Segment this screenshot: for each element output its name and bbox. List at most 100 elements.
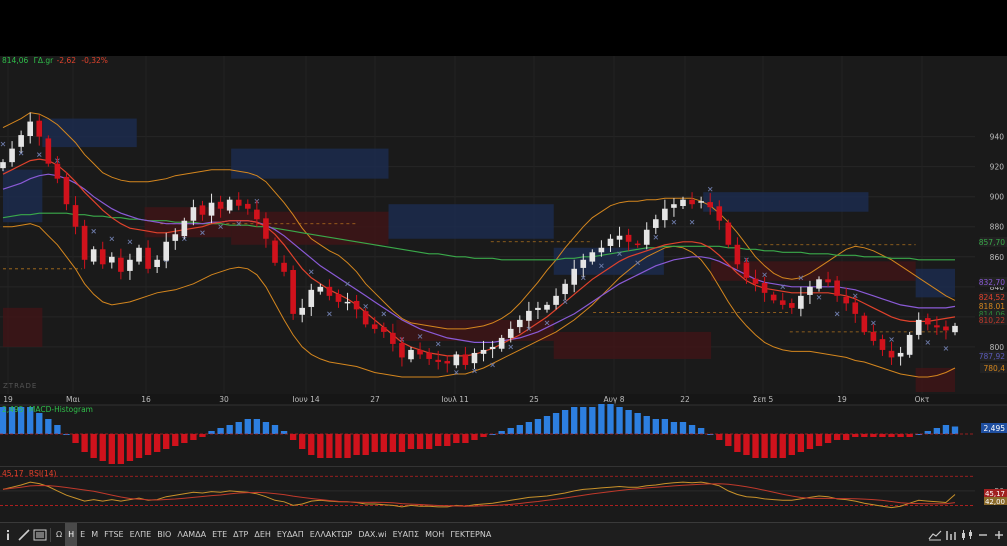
candle[interactable] bbox=[834, 276, 840, 302]
candle[interactable] bbox=[308, 283, 315, 316]
candle[interactable] bbox=[498, 334, 505, 352]
candle[interactable] bbox=[825, 271, 831, 287]
candle[interactable] bbox=[535, 301, 541, 319]
candle[interactable] bbox=[689, 192, 695, 209]
candle[interactable] bbox=[45, 135, 52, 167]
candle[interactable] bbox=[707, 193, 714, 215]
candle[interactable] bbox=[0, 159, 6, 172]
bar-chart-icon[interactable] bbox=[943, 523, 959, 546]
candle[interactable] bbox=[136, 244, 142, 265]
candle[interactable] bbox=[471, 348, 478, 370]
candle[interactable] bbox=[72, 196, 79, 235]
draw-line-icon[interactable] bbox=[16, 523, 32, 546]
candle[interactable] bbox=[924, 313, 931, 331]
candle[interactable] bbox=[444, 355, 451, 373]
candle[interactable] bbox=[399, 337, 405, 367]
candle[interactable] bbox=[516, 315, 523, 334]
candle[interactable] bbox=[299, 298, 306, 323]
candle[interactable] bbox=[752, 269, 759, 292]
candle[interactable] bbox=[272, 237, 278, 266]
candle[interactable] bbox=[680, 196, 686, 210]
candle-chart-icon[interactable] bbox=[959, 523, 975, 546]
candle[interactable] bbox=[580, 253, 587, 277]
candle[interactable] bbox=[861, 312, 868, 335]
candle[interactable] bbox=[208, 193, 215, 224]
candle[interactable] bbox=[897, 346, 904, 366]
minus-icon[interactable] bbox=[975, 523, 991, 546]
candle[interactable] bbox=[489, 340, 496, 359]
candle[interactable] bbox=[607, 234, 614, 252]
toolbar-symbol[interactable]: ΕΤΕ bbox=[212, 530, 228, 539]
candle[interactable] bbox=[63, 172, 70, 211]
toolbar-symbol[interactable]: Ω bbox=[56, 530, 63, 539]
candle[interactable] bbox=[18, 130, 24, 153]
candle[interactable] bbox=[353, 294, 360, 319]
candle[interactable] bbox=[181, 217, 188, 240]
info-icon[interactable] bbox=[0, 523, 16, 546]
candle[interactable] bbox=[163, 232, 170, 269]
candle[interactable] bbox=[870, 324, 877, 346]
toolbar-symbol[interactable]: ΕΛΛΑΚΤΩΡ bbox=[309, 530, 353, 539]
candle[interactable] bbox=[435, 350, 442, 370]
toolbar-symbol[interactable]: Η bbox=[65, 523, 78, 546]
candle[interactable] bbox=[625, 228, 632, 251]
candle[interactable] bbox=[217, 195, 224, 218]
candle[interactable] bbox=[562, 279, 568, 301]
candle[interactable] bbox=[326, 279, 333, 301]
toolbar-symbol[interactable]: DAX.wi bbox=[358, 530, 387, 539]
candle[interactable] bbox=[263, 212, 269, 248]
candle[interactable] bbox=[480, 340, 487, 362]
candle[interactable] bbox=[27, 112, 34, 144]
candle[interactable] bbox=[190, 199, 197, 226]
candle[interactable] bbox=[235, 192, 242, 211]
candle[interactable] bbox=[906, 331, 913, 358]
candle[interactable] bbox=[843, 287, 850, 311]
toolbar-symbol[interactable]: ΔΕΗ bbox=[254, 530, 271, 539]
candle[interactable] bbox=[915, 312, 922, 340]
candle[interactable] bbox=[453, 351, 460, 369]
toolbar-symbol[interactable]: Μ bbox=[91, 530, 99, 539]
candle[interactable] bbox=[553, 288, 559, 310]
candle[interactable] bbox=[108, 252, 115, 269]
toolbar-symbol[interactable]: Ε bbox=[80, 530, 86, 539]
toolbar-symbol[interactable]: ΕΥΔΑΠ bbox=[276, 530, 304, 539]
candle[interactable] bbox=[798, 286, 804, 317]
rsi-panel[interactable] bbox=[0, 467, 1007, 522]
candle[interactable] bbox=[770, 291, 777, 304]
candle[interactable] bbox=[725, 219, 732, 248]
candle[interactable] bbox=[643, 222, 650, 250]
candle[interactable] bbox=[462, 346, 469, 370]
candle[interactable] bbox=[145, 240, 151, 274]
candle[interactable] bbox=[344, 292, 351, 311]
candle[interactable] bbox=[779, 292, 786, 310]
candle[interactable] bbox=[652, 214, 659, 234]
candle[interactable] bbox=[743, 257, 750, 284]
candle[interactable] bbox=[934, 316, 940, 335]
candle[interactable] bbox=[317, 283, 324, 295]
chart-type-icon[interactable] bbox=[927, 523, 943, 546]
candle[interactable] bbox=[888, 341, 895, 365]
candle[interactable] bbox=[417, 342, 423, 359]
candle[interactable] bbox=[362, 308, 369, 328]
toolbar-symbol[interactable]: ΓΕΚΤΕΡΝΑ bbox=[450, 530, 492, 539]
candle[interactable] bbox=[408, 346, 414, 363]
candle[interactable] bbox=[226, 196, 233, 214]
candle[interactable] bbox=[290, 265, 296, 320]
toolbar-symbol[interactable]: ΜΟΗ bbox=[425, 530, 445, 539]
candle[interactable] bbox=[598, 240, 605, 257]
candle[interactable] bbox=[127, 253, 133, 280]
candle[interactable] bbox=[734, 237, 741, 269]
candle[interactable] bbox=[254, 200, 260, 227]
toolbar-symbol[interactable]: ΛΑΜΔΑ bbox=[177, 530, 207, 539]
plus-icon[interactable] bbox=[991, 523, 1007, 546]
candle[interactable] bbox=[761, 276, 768, 302]
menu-icon[interactable] bbox=[32, 523, 48, 546]
candle[interactable] bbox=[671, 198, 677, 217]
candle[interactable] bbox=[36, 114, 43, 146]
candle[interactable] bbox=[634, 240, 641, 248]
candle[interactable] bbox=[54, 156, 61, 184]
toolbar-symbol[interactable]: ΒΙΟ bbox=[157, 530, 172, 539]
candle[interactable] bbox=[544, 301, 550, 313]
candle[interactable] bbox=[371, 316, 378, 334]
candle[interactable] bbox=[118, 248, 124, 280]
